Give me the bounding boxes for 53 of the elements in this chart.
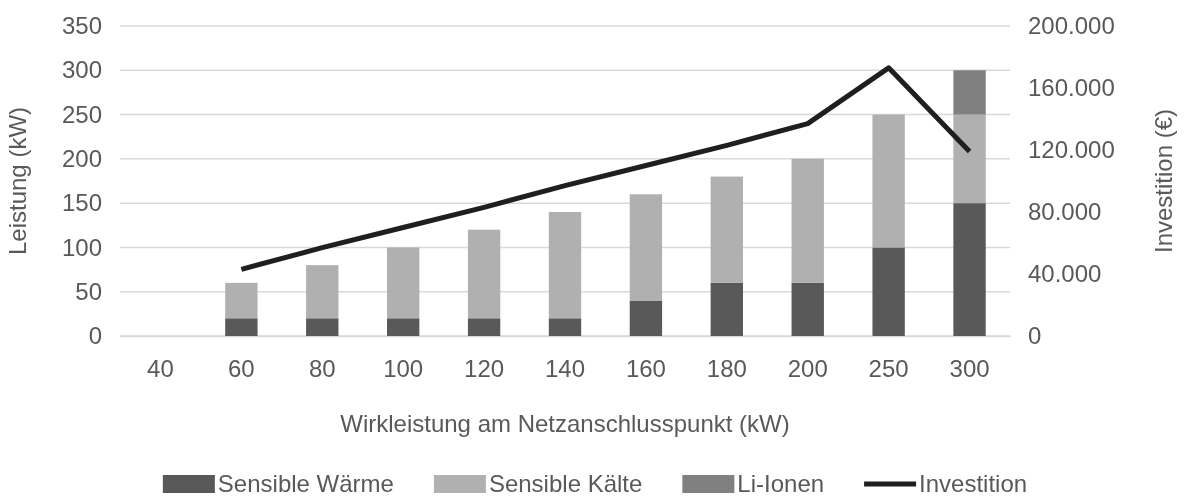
bar (387, 247, 420, 319)
bar (872, 114, 905, 248)
bar (629, 194, 663, 301)
bar (953, 203, 986, 336)
legend-label: Sensible Wärme (217, 470, 394, 497)
y2-tick-label: 120.000 (1028, 136, 1115, 164)
x-tick-label: 100 (383, 355, 424, 383)
bar (953, 70, 986, 115)
y-tick-label: 250 (61, 100, 102, 128)
y-tick-label: 350 (61, 12, 102, 40)
y-tick-label: 150 (61, 189, 102, 217)
x-tick-label: 60 (228, 355, 255, 383)
y-axis-title: Leistung (kW) (4, 106, 31, 256)
bar (306, 265, 339, 319)
x-tick-label: 120 (464, 355, 505, 383)
x-tick-label: 140 (544, 355, 586, 383)
legend-label: Li-Ionen (737, 470, 825, 497)
bar (387, 318, 420, 336)
y2-axis-title: Investition (€) (1150, 108, 1177, 254)
bar (225, 318, 258, 336)
bar (791, 158, 824, 283)
y2-tick-label: 0 (1028, 322, 1042, 350)
x-tick-label: 40 (147, 355, 174, 383)
legend-label: Investition (919, 470, 1028, 497)
x-tick-label: 300 (949, 355, 990, 383)
x-tick-label: 180 (706, 355, 747, 383)
x-tick-label: 250 (868, 355, 909, 383)
legend-label: Sensible Kälte (488, 470, 643, 497)
y-tick-label: 200 (61, 145, 102, 173)
x-tick-label: 200 (787, 355, 828, 383)
y2-tick-label: 80.000 (1028, 198, 1102, 226)
y-tick-label: 0 (88, 322, 102, 350)
y2-tick-label: 200.000 (1028, 12, 1115, 40)
bar (548, 318, 582, 336)
y-tick-label: 300 (61, 56, 102, 84)
bar (467, 318, 501, 336)
x-axis-title: Wirkleistung am Netzanschlusspunkt (kW) (340, 410, 790, 437)
x-tick-label: 80 (308, 355, 336, 383)
bar (467, 229, 501, 319)
bar (872, 247, 905, 336)
y-tick-label: 50 (75, 277, 102, 305)
y-tick-label: 100 (61, 233, 102, 261)
bar (710, 282, 743, 336)
bar (548, 212, 582, 319)
bar (791, 282, 824, 336)
bar (710, 176, 743, 283)
y2-tick-label: 160.000 (1028, 74, 1115, 102)
bar (953, 114, 986, 204)
x-tick-label: 160 (625, 355, 666, 383)
bar (306, 318, 339, 336)
bar (225, 282, 258, 319)
y2-tick-label: 40.000 (1028, 260, 1102, 288)
bar (629, 300, 663, 336)
